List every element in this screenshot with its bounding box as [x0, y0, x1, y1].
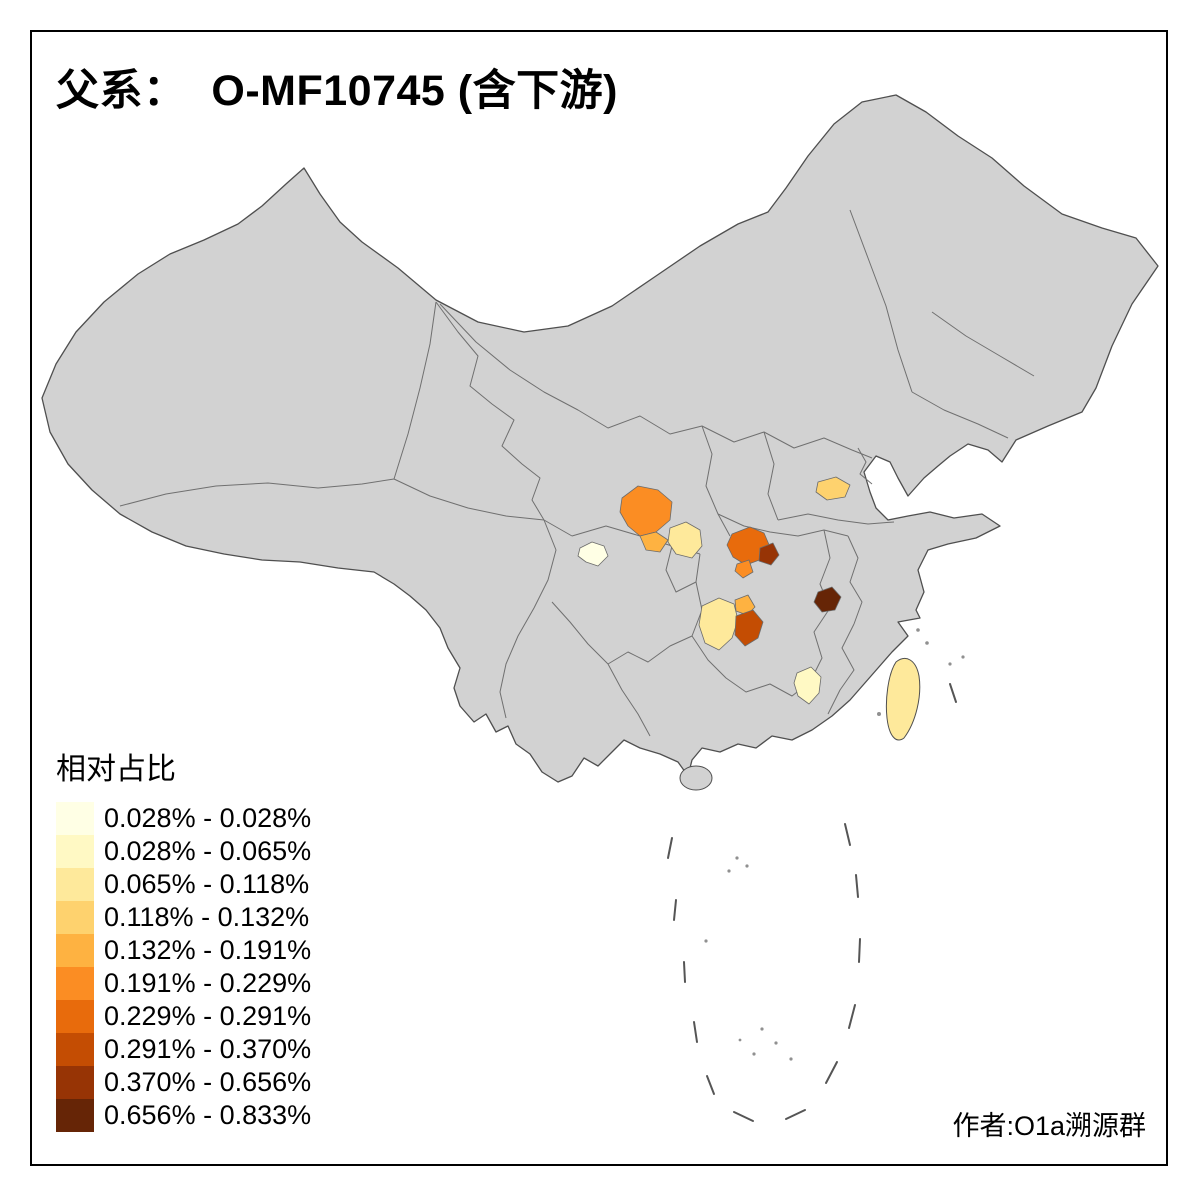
- legend-row: 0.191% - 0.229%: [56, 967, 311, 1000]
- legend-swatch: [56, 1066, 94, 1099]
- legend-swatch: [56, 868, 94, 901]
- legend: 相对占比 0.028% - 0.028% 0.028% - 0.065% 0.0…: [56, 744, 311, 1132]
- legend-row: 0.028% - 0.028%: [56, 802, 311, 835]
- region-guangdong-pale: [793, 666, 822, 705]
- author-credit: 作者:O1a溯源群: [952, 1111, 1146, 1141]
- legend-label: 0.191% - 0.229%: [104, 968, 312, 998]
- hainan-island: [679, 765, 713, 791]
- coastal-island-dots: [704, 628, 965, 1061]
- legend-row: 0.028% - 0.065%: [56, 835, 311, 868]
- legend-row: 0.118% - 0.132%: [56, 901, 311, 934]
- legend-swatch: [56, 1033, 94, 1066]
- legend-row: 0.656% - 0.833%: [56, 1099, 311, 1132]
- legend-row: 0.370% - 0.656%: [56, 1066, 311, 1099]
- region-shaanxi-main: [619, 485, 673, 537]
- nine-dash-line: [667, 683, 957, 1122]
- legend-swatch: [56, 1099, 94, 1132]
- legend-label: 0.118% - 0.132%: [104, 902, 310, 932]
- legend-swatch: [56, 802, 94, 835]
- legend-label: 0.370% - 0.656%: [104, 1067, 312, 1097]
- region-hubei-dark: [758, 542, 780, 566]
- region-jiangxi-dark: [813, 586, 842, 613]
- legend-label: 0.028% - 0.065%: [104, 836, 312, 866]
- legend-label: 0.028% - 0.028%: [104, 803, 312, 833]
- region-chengdu: [577, 541, 609, 567]
- mainland-outline: [41, 94, 1159, 783]
- legend-label: 0.229% - 0.291%: [104, 1001, 312, 1031]
- legend-swatch: [56, 967, 94, 1000]
- legend-label: 0.291% - 0.370%: [104, 1034, 312, 1064]
- legend-swatch: [56, 1000, 94, 1033]
- legend-swatch: [56, 835, 94, 868]
- legend-label: 0.132% - 0.191%: [104, 935, 312, 965]
- legend-swatch: [56, 901, 94, 934]
- legend-row: 0.065% - 0.118%: [56, 868, 311, 901]
- region-henan: [815, 476, 851, 501]
- legend-label: 0.656% - 0.833%: [104, 1100, 312, 1130]
- page-title: 父系： O-MF10745 (含下游): [56, 67, 618, 115]
- legend-row: 0.229% - 0.291%: [56, 1000, 311, 1033]
- legend-swatch: [56, 934, 94, 967]
- taiwan-island: [885, 658, 921, 741]
- legend-title: 相对占比: [56, 753, 176, 786]
- legend-row: 0.132% - 0.191%: [56, 934, 311, 967]
- region-east-sichuan: [667, 521, 703, 559]
- region-hubei-nib: [734, 559, 754, 579]
- region-hunan-pale: [698, 597, 739, 651]
- region-shaanxi-south: [639, 531, 669, 553]
- region-hunan-dark: [734, 609, 764, 647]
- legend-label: 0.065% - 0.118%: [104, 869, 310, 899]
- legend-row: 0.291% - 0.370%: [56, 1033, 311, 1066]
- province-borders: [119, 209, 1035, 737]
